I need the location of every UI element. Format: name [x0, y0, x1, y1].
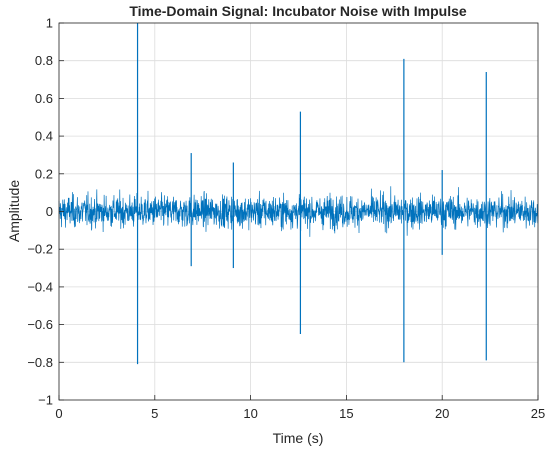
y-tick-label: −0.6 — [27, 317, 53, 332]
signal-series — [58, 23, 539, 365]
x-tick-label: 20 — [435, 406, 449, 421]
y-tick-label: 0 — [46, 204, 53, 219]
y-axis: −1 −0.8 −0.6 −0.4 −0.2 0 0.2 0.4 0.6 0.8 1 — [27, 16, 64, 408]
signal-line — [58, 186, 539, 237]
x-axis: 0 5 10 15 20 25 — [55, 395, 545, 421]
y-tick-label: 0.2 — [35, 166, 53, 181]
y-tick-label: 0.6 — [35, 91, 53, 106]
y-tick-label: 0.4 — [35, 129, 53, 144]
y-axis-label: Amplitude — [6, 180, 22, 242]
grid — [58, 22, 539, 401]
x-tick-label: 10 — [243, 406, 257, 421]
x-tick-label: 5 — [151, 406, 158, 421]
y-tick-label: −0.4 — [27, 279, 53, 294]
x-tick-label: 15 — [339, 406, 353, 421]
x-tick-label: 25 — [531, 406, 545, 421]
y-tick-label: 0.8 — [35, 53, 53, 68]
y-tick-label: −0.2 — [27, 242, 53, 257]
y-tick-label: 1 — [46, 16, 53, 31]
y-tick-label: −0.8 — [27, 355, 53, 370]
x-axis-label: Time (s) — [273, 430, 324, 446]
chart-title: Time-Domain Signal: Incubator Noise with… — [129, 3, 467, 19]
y-tick-label: −1 — [38, 393, 53, 408]
x-tick-label: 0 — [55, 406, 62, 421]
